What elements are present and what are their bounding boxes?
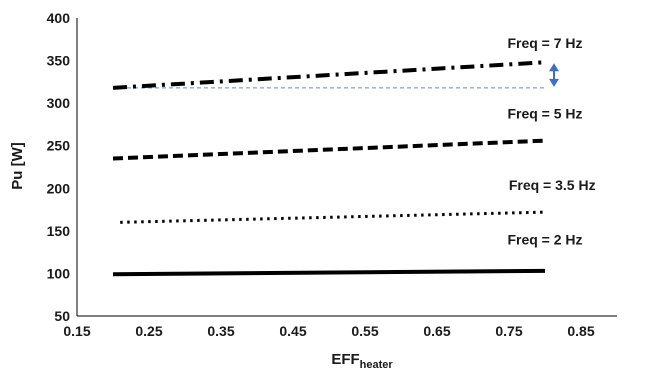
x-axis-title-subscript: heater xyxy=(360,359,394,371)
axes xyxy=(76,18,617,317)
series-annotation: Freq = 3.5 Hz xyxy=(509,177,596,193)
series-annotation: Freq = 5 Hz xyxy=(507,105,582,121)
y-tick-label: 50 xyxy=(54,308,70,324)
x-tick-label: 0.15 xyxy=(63,323,90,339)
series-line xyxy=(112,60,546,90)
series-annotation: Freq = 2 Hz xyxy=(507,231,582,247)
x-tick-label: 0.35 xyxy=(207,323,234,339)
annotations: Freq = 7 Hz Freq = 5 Hz Freq = 3.5 Hz Freq … xyxy=(507,35,595,248)
y-tick-label: 400 xyxy=(47,10,71,26)
series-annotation: Freq = 7 Hz xyxy=(507,35,582,51)
series-line xyxy=(112,138,546,161)
x-tick-label: 0.25 xyxy=(135,323,162,339)
y-tick-label: 300 xyxy=(47,95,71,111)
y-tick-label: 150 xyxy=(47,223,71,239)
y-tick-label: 200 xyxy=(47,180,71,196)
tick-labels: 0.15 0.25 0.35 0.45 0.55 0.65 0.75 0.85 50 100 150… xyxy=(47,10,595,339)
series-line xyxy=(112,268,546,277)
difference-arrow-head-down xyxy=(549,78,559,87)
x-tick-label: 0.55 xyxy=(351,323,378,339)
y-tick-label: 100 xyxy=(47,265,71,281)
x-tick-label: 0.45 xyxy=(279,323,306,339)
y-tick-label: 250 xyxy=(47,138,71,154)
x-tick-label: 0.85 xyxy=(567,323,594,339)
difference-arrow-head-up xyxy=(549,63,559,72)
x-axis-title-main: EFF xyxy=(331,351,359,368)
series-line xyxy=(120,210,546,224)
plot-area xyxy=(112,60,559,277)
y-tick-label: 350 xyxy=(47,53,71,69)
x-tick-label: 0.65 xyxy=(423,323,450,339)
x-tick-label: 0.75 xyxy=(495,323,522,339)
y-axis-title: Pu [W] xyxy=(9,142,26,189)
x-axis-title: EFFheater xyxy=(331,351,393,371)
